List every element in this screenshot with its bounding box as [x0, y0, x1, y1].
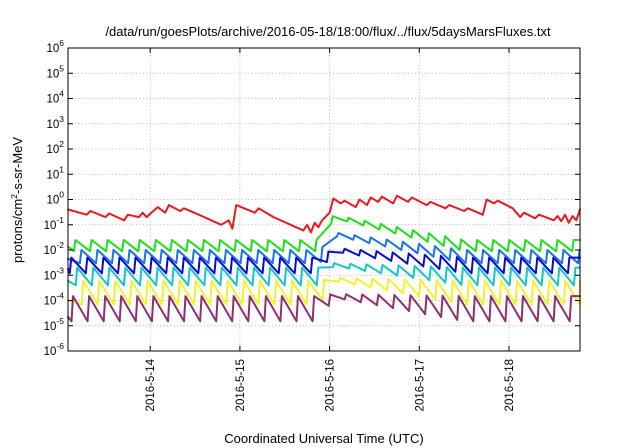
x-tick-label: 2016-5-14: [145, 358, 157, 411]
y-tick-base: 10: [44, 220, 57, 232]
y-tick-label: 104: [46, 89, 64, 106]
y-tick-label: 10-4: [44, 291, 65, 308]
y-tick-label: 105: [46, 63, 64, 80]
x-tick-label: 2016-5-18: [504, 359, 516, 411]
series-line-5: [67, 262, 581, 287]
y-axis-title: protons/cm2-s-sr-MeV: [9, 137, 25, 263]
series-line-1: [67, 194, 581, 234]
y-tick-label: 10-2: [44, 240, 65, 257]
x-tick-label: 2016-5-17: [414, 359, 426, 411]
x-tick-label: 2016-5-15: [235, 359, 247, 411]
y-tick-label: 10-6: [44, 341, 65, 358]
y-axis-title-rest: -s-sr-MeV: [10, 137, 25, 194]
series-line-4: [67, 247, 581, 275]
y-tick-base: 10: [46, 119, 59, 131]
series-lines: [67, 194, 581, 323]
y-tick-base: 10: [44, 270, 57, 282]
y-tick-label: 101: [46, 164, 64, 181]
y-tick-base: 10: [46, 195, 59, 207]
y-tick-base: 10: [46, 94, 59, 106]
y-tick-label: 10-5: [44, 316, 65, 333]
y-tick-exponent: -6: [56, 341, 64, 351]
y-tick-exponent: 6: [59, 38, 64, 48]
y-tick-exponent: -4: [56, 291, 64, 301]
plot-frame: [67, 47, 581, 352]
y-tick-base: 10: [44, 346, 57, 358]
y-tick-base: 10: [46, 144, 59, 156]
y-tick-label: 10-1: [44, 215, 65, 232]
series-line-6: [67, 276, 581, 306]
y-tick-exponent: -2: [56, 240, 64, 250]
y-tick-exponent: 1: [59, 164, 64, 174]
y-tick-exponent: -1: [56, 215, 64, 225]
y-tick-exponent: -3: [56, 265, 64, 275]
axes: 10-610-510-410-310-210-11001011021031041…: [44, 38, 580, 411]
y-tick-base: 10: [46, 169, 59, 181]
series-line-2: [67, 215, 581, 253]
grid-lines: [68, 48, 580, 351]
y-tick-base: 10: [44, 245, 57, 257]
y-axis-title-exponent: 2: [9, 194, 19, 199]
y-tick-base: 10: [44, 296, 57, 308]
y-tick-exponent: 3: [59, 114, 64, 124]
y-tick-exponent: 0: [59, 190, 64, 200]
y-tick-base: 10: [46, 68, 59, 80]
y-tick-label: 106: [46, 38, 64, 55]
y-tick-label: 100: [46, 190, 64, 207]
y-tick-label: 103: [46, 114, 64, 131]
y-tick-base: 10: [44, 321, 57, 333]
y-tick-exponent: 2: [59, 139, 64, 149]
x-tick-label: 2016-5-16: [325, 359, 337, 411]
y-tick-base: 10: [46, 43, 59, 55]
y-tick-label: 10-3: [44, 265, 65, 282]
series-line-3: [67, 232, 581, 265]
y-tick-exponent: -5: [56, 316, 64, 326]
series-line-7: [67, 293, 581, 323]
chart-title: /data/run/goesPlots/archive/2016-05-18/1…: [105, 24, 551, 39]
y-tick-exponent: 5: [59, 63, 64, 73]
y-tick-label: 102: [46, 139, 64, 156]
x-axis-title: Coordinated Universal Time (UTC): [224, 431, 423, 446]
y-tick-exponent: 4: [59, 89, 64, 99]
y-axis-title-main: protons/cm: [10, 199, 25, 263]
